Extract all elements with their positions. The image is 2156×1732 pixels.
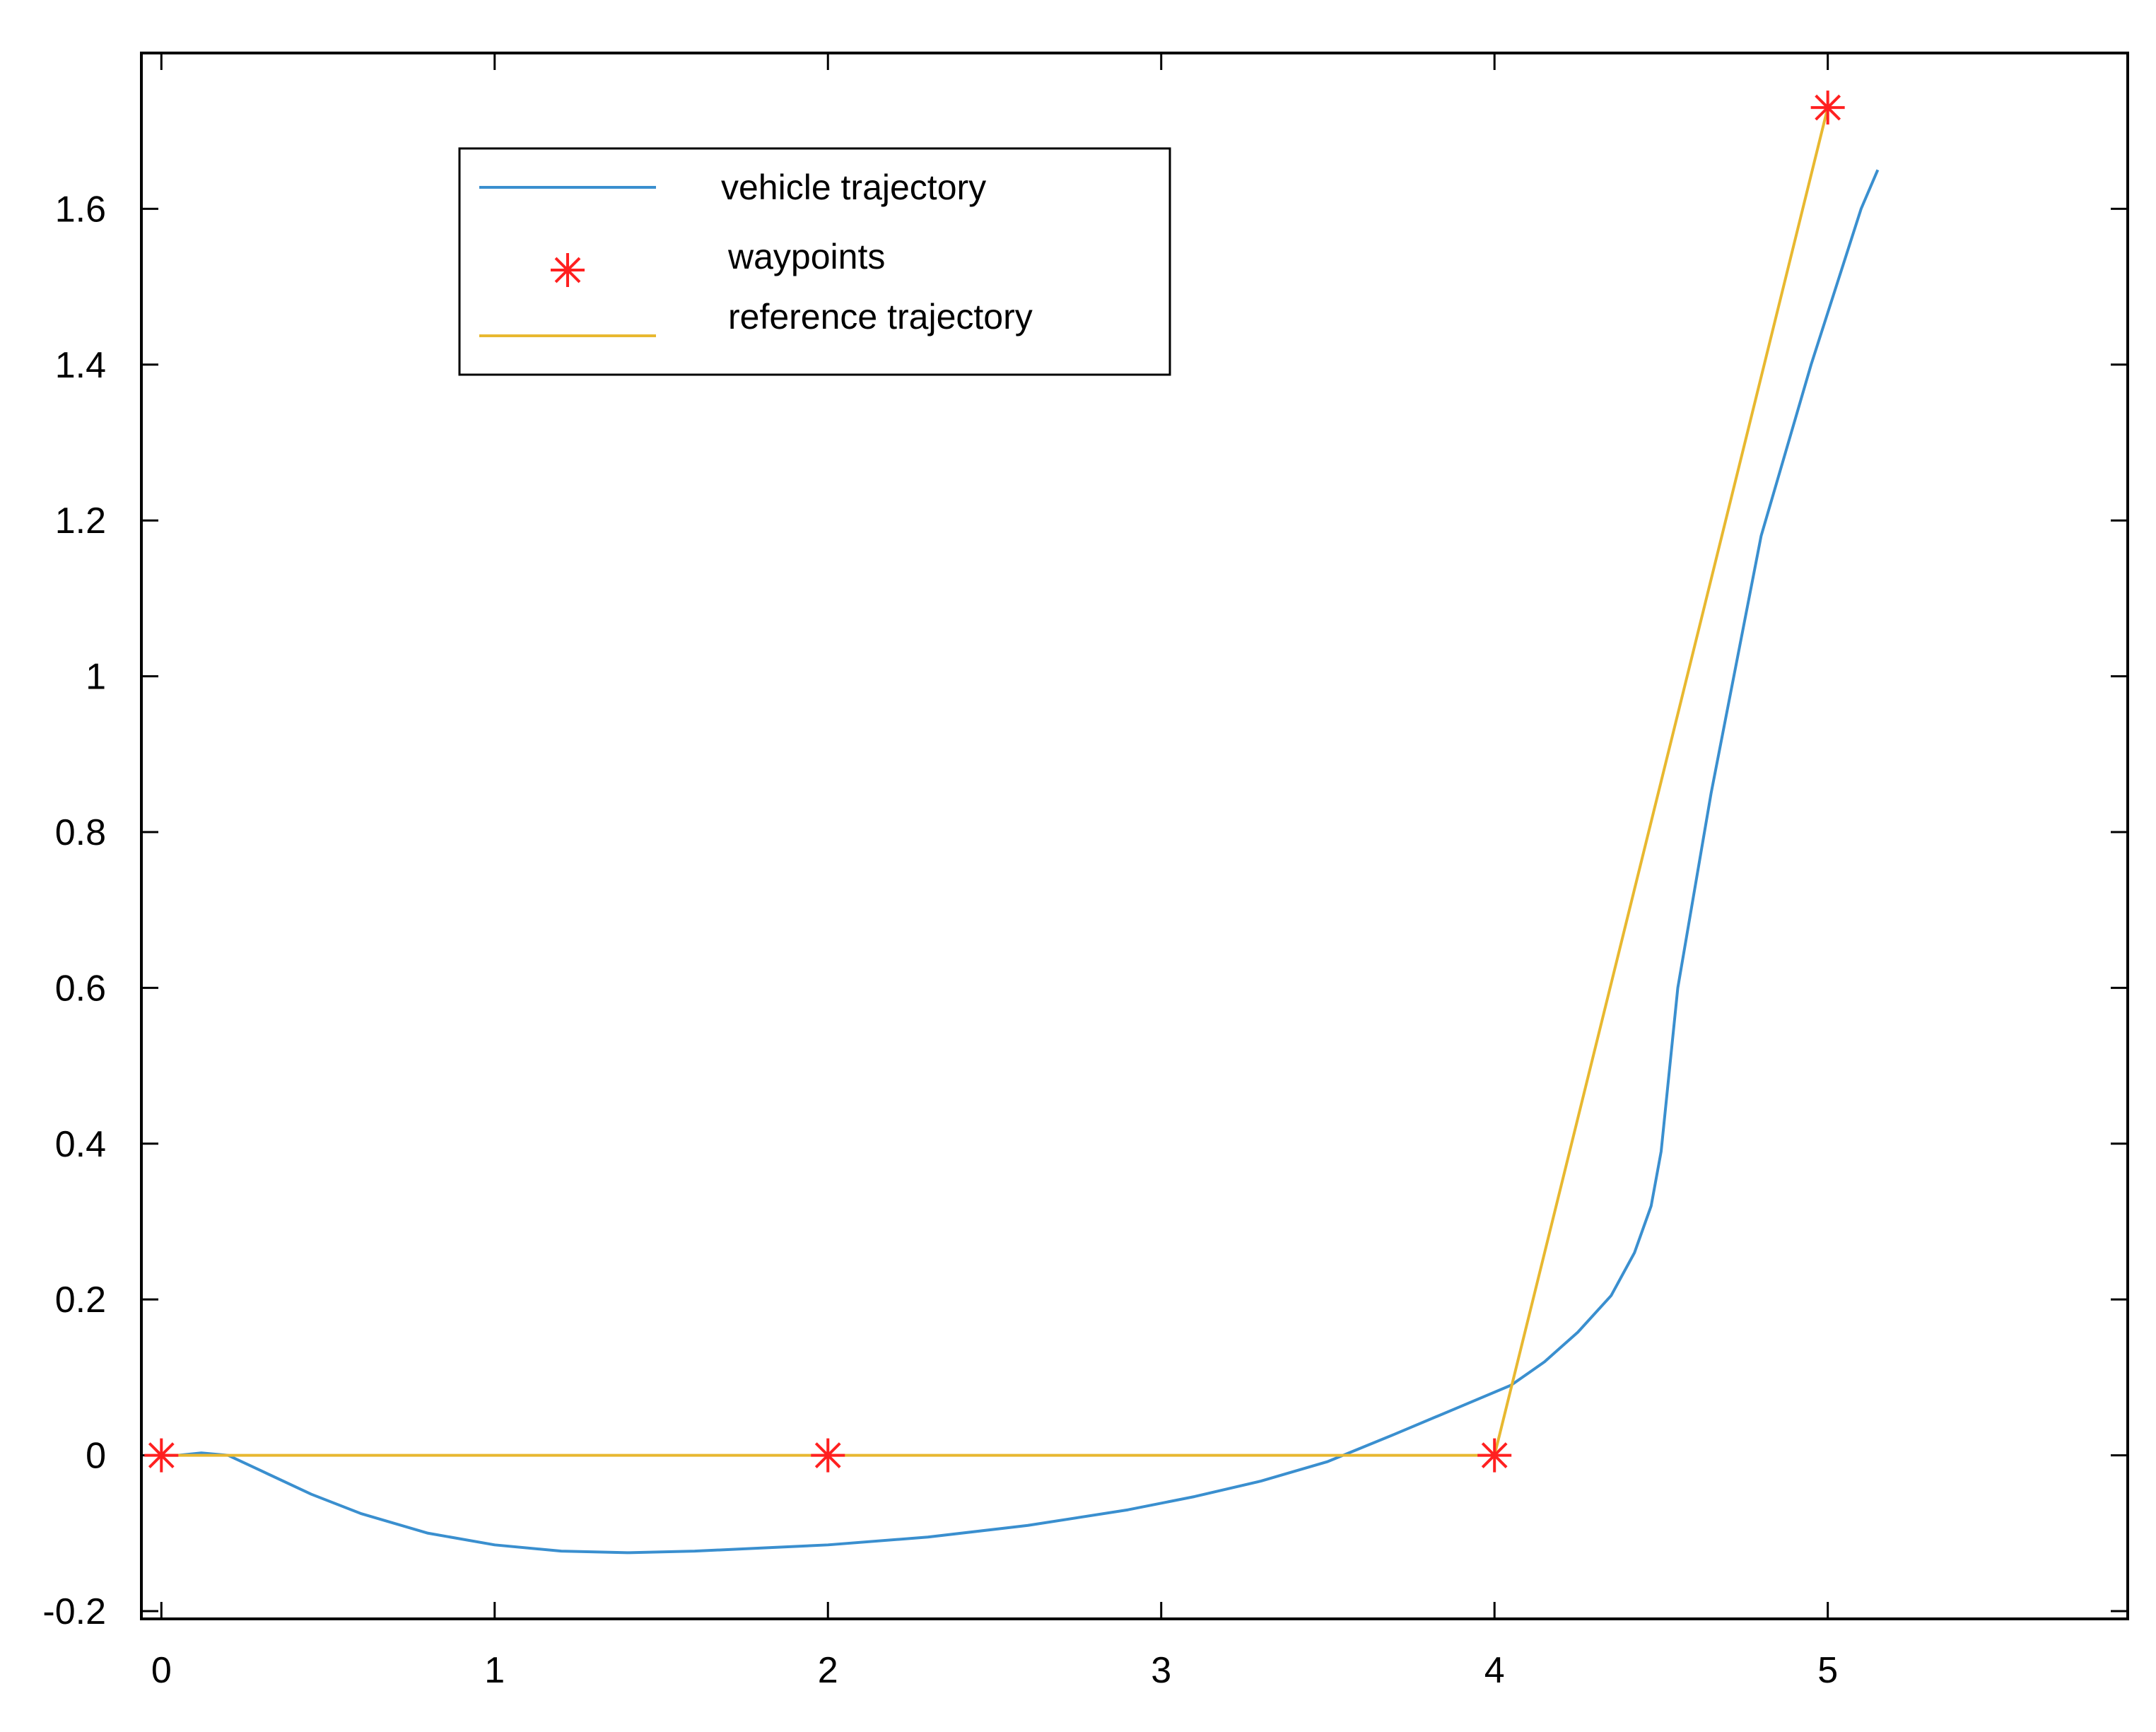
- y-tick-label: 1.4: [55, 345, 106, 386]
- plot-frame: [140, 52, 2129, 1620]
- x-tick-label: 1: [484, 1650, 505, 1691]
- legend-vehicle-trajectory-label: vehicle trajectory: [721, 168, 986, 207]
- legend-reference-trajectory-label: reference trajectory: [728, 297, 1033, 337]
- y-tick-label: -0.2: [42, 1591, 106, 1632]
- y-tick-label: 0: [86, 1436, 106, 1477]
- y-tick-label: 1.2: [55, 501, 106, 542]
- axis-tick-labels: 0 1 2 3 4 5 -0.2 0 0.2 0.4 0.6 0.8 1 1.2 1.4 1.6: [42, 189, 1838, 1691]
- waypoint-marker: [144, 1438, 179, 1473]
- x-tick-label: 0: [151, 1650, 172, 1691]
- legend: vehicle trajectory waypoints reference tra…: [458, 147, 1171, 376]
- legend-waypoints-swatch: [551, 253, 585, 287]
- x-tick-label: 3: [1151, 1650, 1171, 1691]
- vehicle-trajectory-line: [161, 169, 1880, 1555]
- legend-items: vehicle trajectory waypoints reference tra…: [479, 168, 1033, 337]
- y-tick-label: 1: [86, 657, 106, 698]
- waypoint-marker: [811, 1438, 845, 1473]
- y-tick-label: 0.4: [55, 1124, 106, 1165]
- reference-trajectory-line: [161, 107, 1829, 1457]
- series-layer: [144, 90, 1880, 1555]
- waypoint-marker: [1810, 90, 1845, 125]
- y-tick-label: 1.6: [55, 189, 106, 230]
- x-tick-label: 2: [818, 1650, 838, 1691]
- x-tick-label: 5: [1817, 1650, 1838, 1691]
- waypoint-marker: [1477, 1438, 1512, 1473]
- legend-waypoints-label: waypoints: [727, 237, 885, 276]
- y-tick-label: 0.8: [55, 812, 106, 853]
- x-tick-label: 4: [1484, 1650, 1505, 1691]
- y-tick-label: 0.2: [55, 1280, 106, 1321]
- y-tick-label: 0.6: [55, 968, 106, 1009]
